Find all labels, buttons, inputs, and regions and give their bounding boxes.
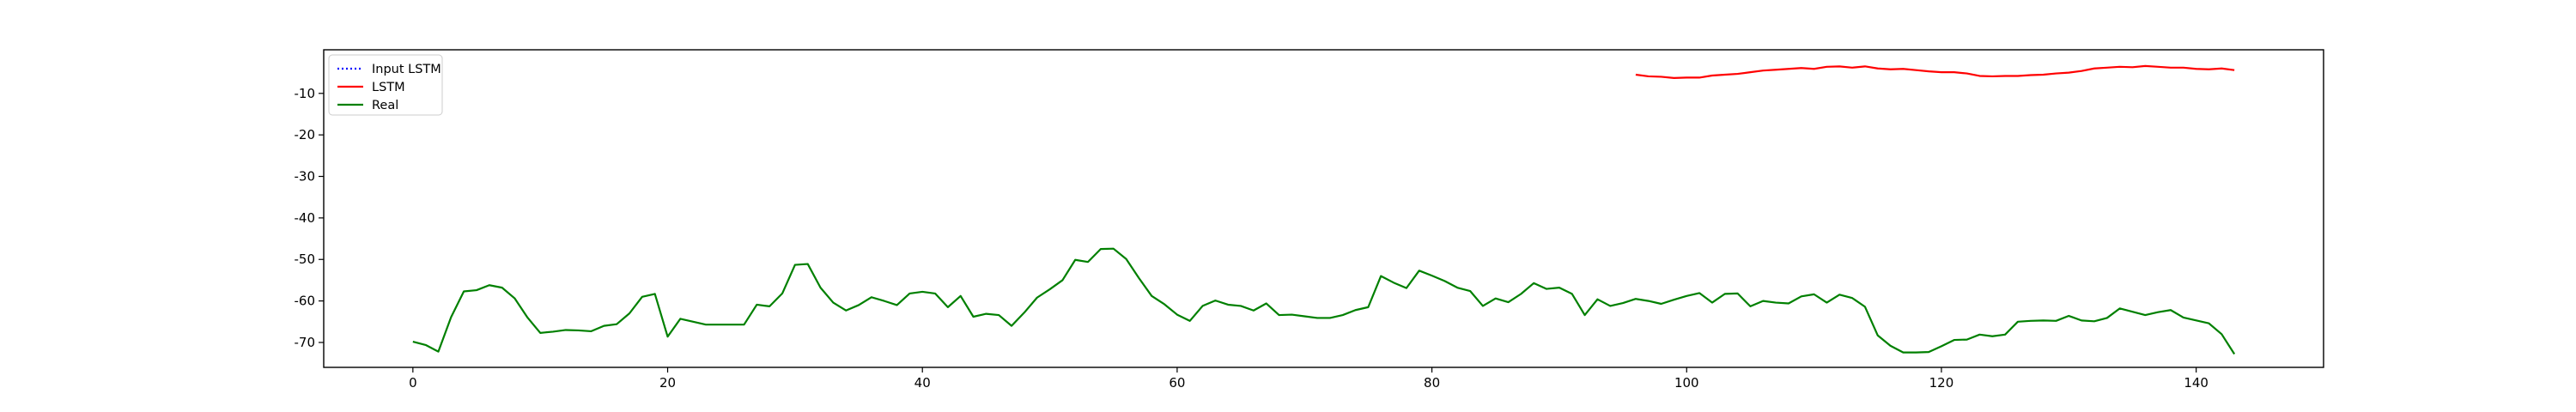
- legend-label: LSTM: [372, 81, 405, 94]
- y-tick-label: -30: [295, 169, 316, 185]
- series-line-real: [412, 247, 2236, 355]
- y-tick-label: -10: [295, 86, 316, 101]
- x-tick-label: 60: [1169, 375, 1185, 391]
- series-line-lstm: [1635, 64, 2235, 79]
- x-tick-label: 20: [659, 375, 676, 391]
- x-tick-label: 80: [1424, 375, 1440, 391]
- y-tick-label: -60: [295, 294, 316, 309]
- y-tick-label: -40: [295, 210, 316, 226]
- y-tick-label: -50: [295, 251, 316, 267]
- y-tick-label: -70: [295, 335, 316, 350]
- legend: Input LSTM LSTM Real: [328, 54, 443, 116]
- x-tick-label: 100: [1674, 375, 1699, 391]
- legend-label: Real: [372, 99, 398, 112]
- legend-label: Input LSTM: [372, 63, 441, 76]
- x-tick-label: 0: [409, 375, 417, 391]
- x-tick-label: 140: [2184, 375, 2208, 391]
- legend-box: [328, 54, 443, 116]
- x-tick-label: 40: [914, 375, 931, 391]
- axes-frame: [323, 49, 2324, 368]
- y-tick-label: -20: [295, 127, 316, 142]
- x-tick-label: 120: [1929, 375, 1954, 391]
- plot-area: [412, 64, 2236, 355]
- axes: 0 20 40 60 80 100 120 140 -10 -20 -30 -40 -50 -60 -70: [295, 49, 2324, 391]
